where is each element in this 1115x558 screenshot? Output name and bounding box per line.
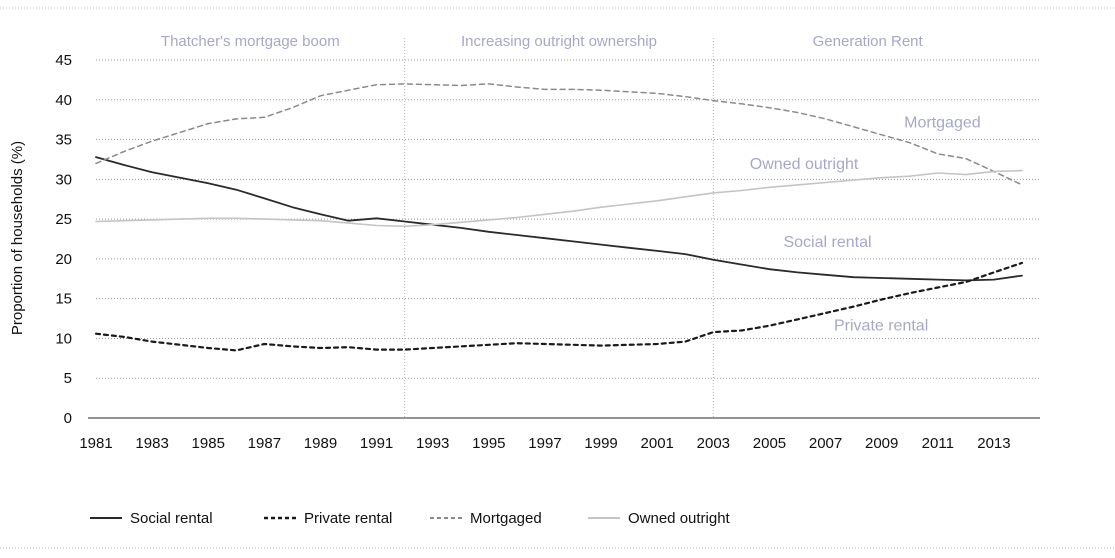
x-tick-label: 1999	[584, 435, 617, 452]
x-tick-label: 1991	[360, 435, 393, 452]
series-line-owned-outright	[95, 169, 1023, 228]
y-tick-label: 5	[64, 370, 72, 387]
period-label: Generation Rent	[813, 33, 924, 50]
x-tick-label: 1981	[79, 435, 112, 452]
period-label: Increasing outright ownership	[461, 33, 657, 50]
x-tick-label: 2009	[865, 435, 898, 452]
series-label: Owned outright	[750, 156, 859, 173]
y-tick-label: 30	[55, 171, 72, 188]
series-label: Mortgaged	[904, 115, 981, 132]
x-tick-label: 2013	[977, 435, 1010, 452]
y-tick-label: 10	[55, 330, 72, 347]
x-tick-label: 2003	[697, 435, 730, 452]
series-label: Private rental	[834, 317, 928, 334]
y-tick-label: 15	[55, 291, 72, 308]
x-tick-label: 1995	[472, 435, 505, 452]
x-tick-label: 1987	[248, 435, 281, 452]
y-axis-title: Proportion of households (%)	[9, 141, 26, 335]
legend-label: Social rental	[130, 510, 213, 527]
series-line-private-rental	[94, 261, 1024, 352]
y-tick-label: 35	[55, 132, 72, 149]
legend-label: Private rental	[304, 510, 392, 527]
series-line-social-rental	[95, 156, 1023, 282]
x-tick-label: 1989	[304, 435, 337, 452]
x-tick-label: 2011	[922, 435, 954, 452]
x-tick-label: 1985	[192, 435, 225, 452]
x-tick-label: 1983	[135, 435, 168, 452]
x-tick-label: 2005	[753, 435, 786, 452]
x-tick-label: 2007	[809, 435, 842, 452]
x-tick-label: 2001	[641, 435, 674, 452]
period-label: Thatcher's mortgage boom	[161, 33, 340, 50]
legend-label: Owned outright	[628, 510, 731, 527]
y-tick-label: 40	[55, 92, 72, 109]
y-tick-label: 25	[55, 211, 72, 228]
series-label: Social rental	[783, 234, 871, 251]
y-tick-label: 45	[55, 52, 72, 69]
x-tick-label: 1997	[528, 435, 561, 452]
series-line-mortgaged	[95, 83, 1023, 186]
y-tick-label: 0	[64, 410, 72, 427]
y-tick-label: 20	[55, 251, 72, 268]
x-tick-label: 1993	[416, 435, 449, 452]
legend-label: Mortgaged	[470, 510, 542, 527]
